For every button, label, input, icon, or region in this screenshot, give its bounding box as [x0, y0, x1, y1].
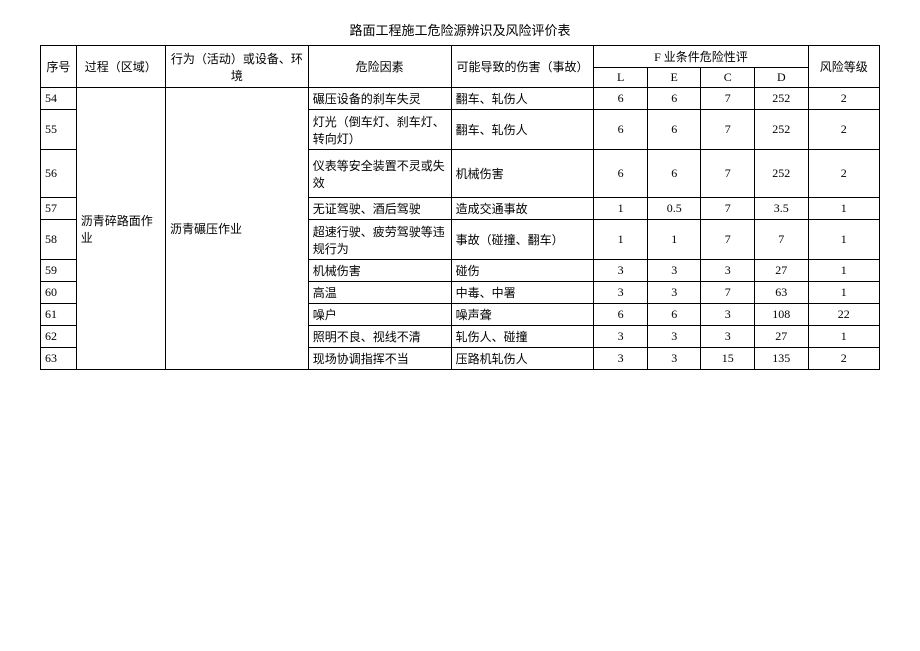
- cell-e: 1: [647, 220, 701, 260]
- cell-d: 27: [755, 260, 809, 282]
- cell-e: 3: [647, 282, 701, 304]
- cell-c: 7: [701, 150, 755, 198]
- cell-harm: 事故（碰撞、翻车）: [451, 220, 594, 260]
- cell-c: 3: [701, 304, 755, 326]
- cell-level: 1: [808, 220, 879, 260]
- cell-seq: 60: [41, 282, 77, 304]
- cell-l: 1: [594, 220, 648, 260]
- cell-c: 15: [701, 348, 755, 370]
- cell-d: 252: [755, 150, 809, 198]
- cell-d: 63: [755, 282, 809, 304]
- cell-risk-factor: 机械伤害: [308, 260, 451, 282]
- cell-l: 6: [594, 110, 648, 150]
- cell-level: 2: [808, 348, 879, 370]
- cell-l: 3: [594, 326, 648, 348]
- cell-seq: 58: [41, 220, 77, 260]
- th-e: E: [647, 68, 701, 88]
- cell-seq: 59: [41, 260, 77, 282]
- cell-d: 135: [755, 348, 809, 370]
- cell-e: 3: [647, 348, 701, 370]
- cell-risk-factor: 无证驾驶、酒后驾驶: [308, 198, 451, 220]
- cell-risk-factor: 照明不良、视线不清: [308, 326, 451, 348]
- cell-level: 2: [808, 150, 879, 198]
- cell-d: 27: [755, 326, 809, 348]
- cell-l: 6: [594, 304, 648, 326]
- cell-e: 3: [647, 260, 701, 282]
- cell-seq: 56: [41, 150, 77, 198]
- page-title: 路面工程施工危险源辨识及风险评价表: [40, 20, 880, 39]
- cell-level: 22: [808, 304, 879, 326]
- cell-seq: 61: [41, 304, 77, 326]
- cell-level: 1: [808, 260, 879, 282]
- cell-risk-factor: 高温: [308, 282, 451, 304]
- cell-l: 3: [594, 282, 648, 304]
- cell-risk-factor: 现场协调指挥不当: [308, 348, 451, 370]
- cell-risk-factor: 碾压设备的刹车失灵: [308, 88, 451, 110]
- cell-c: 7: [701, 282, 755, 304]
- cell-l: 6: [594, 150, 648, 198]
- table-body: 54沥青碎路面作业沥青碾压作业碾压设备的刹车失灵翻车、轧伤人667252255灯…: [41, 88, 880, 370]
- th-harm: 可能导致的伤害（事故）: [451, 46, 594, 88]
- th-risk: 危险因素: [308, 46, 451, 88]
- cell-level: 1: [808, 326, 879, 348]
- cell-harm: 机械伤害: [451, 150, 594, 198]
- th-d: D: [755, 68, 809, 88]
- cell-risk-factor: 仪表等安全装置不灵或失效: [308, 150, 451, 198]
- cell-e: 6: [647, 110, 701, 150]
- th-level: 风险等级: [808, 46, 879, 88]
- cell-l: 3: [594, 260, 648, 282]
- cell-seq: 54: [41, 88, 77, 110]
- cell-e: 6: [647, 304, 701, 326]
- cell-d: 108: [755, 304, 809, 326]
- table-header: 序号 过程（区域） 行为（活动）或设备、环境 危险因素 可能导致的伤害（事故） …: [41, 46, 880, 88]
- cell-e: 0.5: [647, 198, 701, 220]
- cell-l: 6: [594, 88, 648, 110]
- cell-harm: 翻车、轧伤人: [451, 88, 594, 110]
- cell-d: 7: [755, 220, 809, 260]
- cell-risk-factor: 噪户: [308, 304, 451, 326]
- th-c: C: [701, 68, 755, 88]
- cell-seq: 57: [41, 198, 77, 220]
- cell-e: 3: [647, 326, 701, 348]
- cell-harm: 翻车、轧伤人: [451, 110, 594, 150]
- cell-c: 3: [701, 260, 755, 282]
- cell-l: 1: [594, 198, 648, 220]
- cell-harm: 碰伤: [451, 260, 594, 282]
- cell-d: 252: [755, 110, 809, 150]
- cell-d: 252: [755, 88, 809, 110]
- cell-seq: 55: [41, 110, 77, 150]
- cell-c: 7: [701, 198, 755, 220]
- cell-harm: 轧伤人、碰撞: [451, 326, 594, 348]
- th-process: 过程（区域）: [76, 46, 165, 88]
- cell-c: 7: [701, 220, 755, 260]
- cell-c: 7: [701, 88, 755, 110]
- cell-seq: 62: [41, 326, 77, 348]
- cell-e: 6: [647, 150, 701, 198]
- cell-e: 6: [647, 88, 701, 110]
- cell-level: 2: [808, 110, 879, 150]
- th-f-group: F 业条件危险性评: [594, 46, 808, 68]
- cell-risk-factor: 超速行驶、疲劳驾驶等违规行为: [308, 220, 451, 260]
- cell-level: 1: [808, 282, 879, 304]
- cell-activity: 沥青碾压作业: [165, 88, 308, 370]
- th-l: L: [594, 68, 648, 88]
- cell-risk-factor: 灯光（倒车灯、刹车灯、转向灯）: [308, 110, 451, 150]
- risk-table: 序号 过程（区域） 行为（活动）或设备、环境 危险因素 可能导致的伤害（事故） …: [40, 45, 880, 370]
- cell-c: 7: [701, 110, 755, 150]
- cell-harm: 噪声聋: [451, 304, 594, 326]
- cell-d: 3.5: [755, 198, 809, 220]
- cell-level: 1: [808, 198, 879, 220]
- cell-c: 3: [701, 326, 755, 348]
- cell-process: 沥青碎路面作业: [76, 88, 165, 370]
- cell-harm: 造成交通事故: [451, 198, 594, 220]
- cell-level: 2: [808, 88, 879, 110]
- cell-harm: 压路机轧伤人: [451, 348, 594, 370]
- cell-seq: 63: [41, 348, 77, 370]
- cell-harm: 中毒、中署: [451, 282, 594, 304]
- cell-l: 3: [594, 348, 648, 370]
- th-seq: 序号: [41, 46, 77, 88]
- th-activity: 行为（活动）或设备、环境: [165, 46, 308, 88]
- table-row: 54沥青碎路面作业沥青碾压作业碾压设备的刹车失灵翻车、轧伤人6672522: [41, 88, 880, 110]
